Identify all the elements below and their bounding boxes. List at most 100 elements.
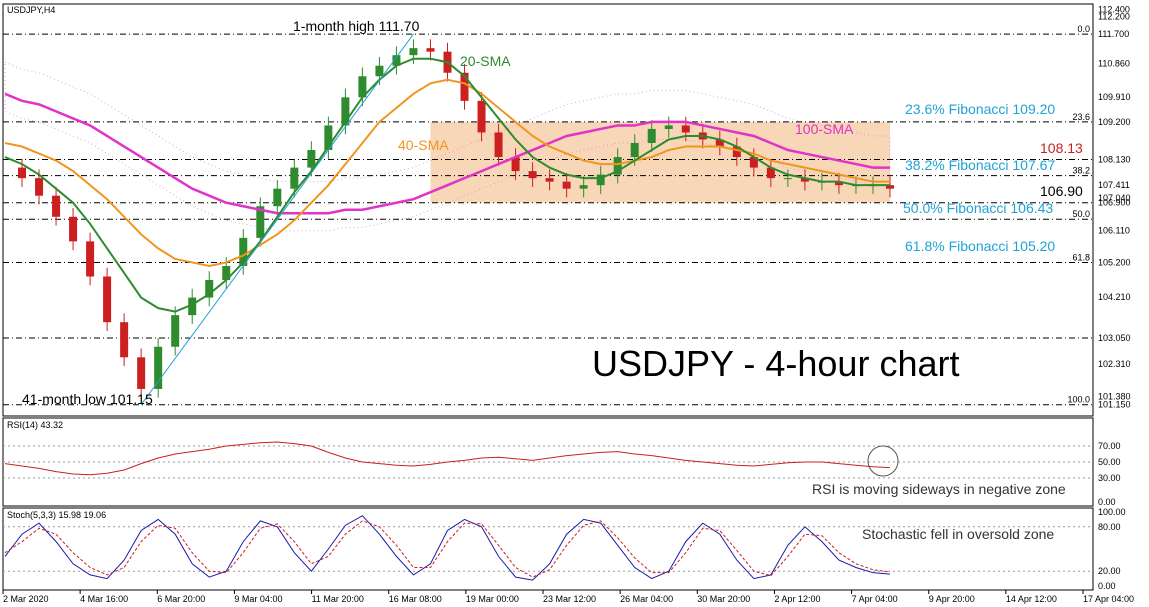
x-tick-label-8: 26 Mar 04:00: [620, 594, 673, 604]
candle-body-20: [341, 97, 350, 126]
stoch-tick-0: 100.00: [1098, 507, 1126, 517]
candle-body-15: [256, 206, 265, 238]
price-tick-9: 106.900: [1098, 198, 1131, 208]
price-tick-12: 104.210: [1098, 292, 1131, 302]
stoch-line-0: [4, 515, 891, 581]
rsi-tick-1: 50.00: [1098, 457, 1121, 467]
candle-body-22: [375, 65, 384, 77]
price-tick-5: 109.200: [1098, 117, 1131, 127]
candle-body-11: [188, 297, 197, 316]
level-108-annotation: 108.13: [1040, 140, 1083, 156]
price-tick-6: 108.130: [1098, 155, 1131, 165]
fib-ratio-label-6: 61.8: [1072, 252, 1090, 262]
candle-body-6: [103, 276, 112, 323]
candle-body-28: [477, 100, 486, 133]
level-106-annotation: 106.90: [1040, 183, 1083, 199]
candle-body-27: [460, 72, 469, 101]
candle-body-39: [664, 125, 673, 129]
candle-body-37: [630, 143, 639, 158]
candle-body-14: [239, 237, 248, 266]
candle-body-43: [732, 146, 741, 158]
sma100-line: [4, 92, 890, 215]
fib618-annotation: 61.8% Fibonacci 105.20: [905, 238, 1055, 254]
candle-body-18: [307, 150, 316, 168]
candle-body-17: [290, 167, 299, 189]
stoch-tick-2: 20.00: [1098, 566, 1121, 576]
candle-body-1: [18, 167, 27, 179]
price-tick-3: 110.860: [1098, 59, 1130, 69]
candle-body-12: [205, 280, 214, 298]
candle-body-23: [392, 55, 401, 66]
sma20-annotation: 20-SMA: [460, 53, 511, 69]
candle-body-34: [579, 185, 588, 189]
price-tick-4: 109.910: [1098, 92, 1131, 102]
x-tick-label-5: 16 Mar 08:00: [389, 594, 442, 604]
stoch-title: Stoch(5,3,3) 15.98 19.06: [7, 510, 106, 520]
x-tick-label-3: 9 Mar 04:00: [234, 594, 282, 604]
symbol-label: USDJPY,H4: [7, 5, 55, 15]
price-pane: [2, 3, 1094, 417]
price-tick-2: 111.700: [1098, 29, 1129, 39]
price-tick-0: 112.400: [1098, 5, 1130, 15]
fib-ratio-label-8: 100.0: [1067, 395, 1090, 405]
candle-body-16: [273, 188, 282, 207]
candle-body-46: [783, 178, 792, 180]
fib-trend-line: [140, 33, 414, 406]
candle-body-10: [171, 315, 180, 347]
candle-body-24: [409, 48, 418, 56]
candle-body-9: [154, 346, 163, 389]
x-tick-label-4: 11 Mar 20:00: [312, 594, 364, 604]
x-tick-label-6: 19 Mar 00:00: [466, 594, 519, 604]
fib236-annotation: 23.6% Fibonacci 109.20: [905, 101, 1055, 117]
candle-body-21: [358, 76, 367, 98]
stoch-tick-3: 0.00: [1098, 581, 1116, 591]
sma20-line: [4, 57, 890, 313]
price-tick-16: 101.150: [1098, 400, 1131, 410]
x-tick-label-1: 4 Mar 16:00: [80, 594, 128, 604]
x-tick-label-0: 2 Mar 2020: [3, 594, 49, 604]
candle-body-47: [800, 178, 809, 182]
candle-body-52: [886, 185, 894, 189]
stoch-annotation: Stochastic fell in oversold zone: [862, 526, 1054, 542]
fib-ratio-label-1: 23.6: [1072, 112, 1090, 122]
rsi-tick-0: 70.00: [1098, 441, 1121, 451]
fib-ratio-label-0: 0.0: [1077, 24, 1090, 34]
low-annotation: 41-month low 101.15: [22, 391, 153, 407]
stoch-pane: [2, 507, 1094, 591]
x-tick-label-9: 30 Mar 20:00: [697, 594, 750, 604]
chart-title: USDJPY - 4-hour chart: [592, 343, 959, 384]
price-tick-13: 103.050: [1098, 333, 1131, 343]
fib-ratio-label-3: 38.2: [1072, 166, 1090, 176]
candle-body-45: [766, 167, 775, 179]
rsi-highlight-circle: [867, 445, 899, 477]
fib500-annotation: 50.0% Fibonacci 106.43: [903, 200, 1053, 216]
stoch-tick-1: 80.00: [1098, 522, 1121, 532]
x-tick-label-14: 17 Apr 04:00: [1083, 594, 1134, 604]
sma100-annotation: 100-SMA: [795, 121, 854, 137]
candle-body-49: [834, 181, 843, 186]
rsi-tick-2: 30.00: [1098, 473, 1121, 483]
x-tick-label-11: 7 Apr 04:00: [852, 594, 898, 604]
candle-body-42: [715, 139, 724, 147]
price-tick-10: 106.110: [1098, 225, 1130, 235]
candle-body-2: [35, 178, 44, 196]
stoch-line-1: [4, 520, 891, 578]
rsi-line: [4, 441, 891, 476]
sma40-annotation: 40-SMA: [398, 137, 449, 153]
candle-body-32: [545, 178, 554, 182]
price-tick-8: 107.040: [1098, 193, 1131, 203]
candle-body-33: [562, 181, 571, 189]
price-tick-1: 112.200: [1098, 12, 1130, 22]
rsi-annotation: RSI is moving sideways in negative zone: [812, 481, 1066, 497]
candle-body-5: [86, 241, 95, 277]
x-tick-label-10: 2 Apr 12:00: [774, 594, 820, 604]
price-tick-11: 105.200: [1098, 257, 1131, 267]
candle-body-38: [647, 128, 656, 144]
candle-body-19: [324, 125, 333, 151]
candle-body-13: [222, 265, 231, 281]
candle-body-31: [528, 171, 537, 179]
price-tick-14: 102.310: [1098, 359, 1131, 369]
fib-ratio-label-5: 50.0: [1072, 209, 1090, 219]
